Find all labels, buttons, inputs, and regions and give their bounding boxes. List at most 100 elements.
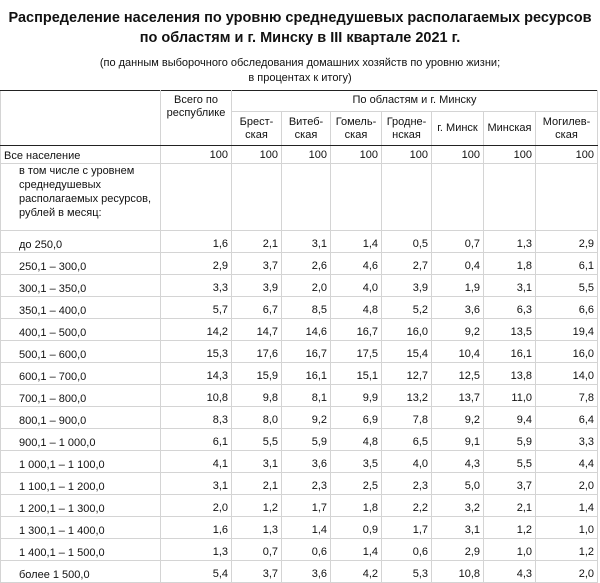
cell-value: 15,9 bbox=[231, 362, 282, 385]
empty-cell bbox=[281, 163, 331, 231]
empty-cell bbox=[431, 163, 484, 231]
cell-value: 3,5 bbox=[330, 450, 382, 473]
cell-value: 4,2 bbox=[330, 560, 382, 583]
row-label: 300,1 – 350,0 bbox=[0, 274, 161, 297]
cell-value: 5,0 bbox=[431, 472, 484, 495]
cell-value: 17,5 bbox=[330, 340, 382, 363]
table-row: 1 200,1 – 1 300,0 2,0 1,2 1,7 1,8 2,2 3,2 2,1 1,… bbox=[0, 494, 598, 517]
cell-value: 2,3 bbox=[281, 472, 331, 495]
cell-value: 16,1 bbox=[281, 362, 331, 385]
subtitle-line: в процентах к итогу) bbox=[248, 72, 352, 84]
cell-value: 0,6 bbox=[381, 538, 432, 561]
cell-value: 2,1 bbox=[231, 230, 282, 253]
cell-value: 2,6 bbox=[281, 252, 331, 275]
header-region-label: Витеб-ская bbox=[288, 115, 324, 141]
cell-value: 5,7 bbox=[160, 296, 232, 319]
row-label: Все население bbox=[0, 145, 161, 164]
cell-value: 14,0 bbox=[535, 362, 598, 385]
cell-value: 6,7 bbox=[231, 296, 282, 319]
cell-value: 15,3 bbox=[160, 340, 232, 363]
table-row: 500,1 – 600,0 15,3 17,6 16,7 17,5 15,4 10,4 16,… bbox=[0, 340, 598, 363]
cell-value: 10,8 bbox=[431, 560, 484, 583]
subtitle: (по данным выборочного обследования дома… bbox=[0, 56, 600, 86]
cell-value: 8,5 bbox=[281, 296, 331, 319]
cell-value: 5,5 bbox=[483, 450, 536, 473]
header-region-label: Брест-ская bbox=[239, 115, 274, 141]
cell-value: 16,7 bbox=[281, 340, 331, 363]
table-row: 250,1 – 300,0 2,9 3,7 2,6 4,6 2,7 0,4 1,8 6,1 bbox=[0, 252, 598, 275]
cell-value: 10,8 bbox=[160, 384, 232, 407]
cell-value: 2,5 bbox=[330, 472, 382, 495]
empty-cell bbox=[535, 163, 598, 231]
cell-value: 0,7 bbox=[431, 230, 484, 253]
cell-value: 9,1 bbox=[431, 428, 484, 451]
cell-value: 3,1 bbox=[483, 274, 536, 297]
cell-value: 2,2 bbox=[381, 494, 432, 517]
cell-value: 14,2 bbox=[160, 318, 232, 341]
cell-value: 3,1 bbox=[231, 450, 282, 473]
empty-cell bbox=[160, 163, 232, 231]
cell-value: 100 bbox=[535, 145, 598, 164]
row-label: более 1 500,0 bbox=[0, 560, 161, 583]
cell-value: 2,9 bbox=[431, 538, 484, 561]
cell-value: 8,0 bbox=[231, 406, 282, 429]
cell-value: 3,9 bbox=[231, 274, 282, 297]
table-row: 600,1 – 700,0 14,3 15,9 16,1 15,1 12,7 12,5 13,… bbox=[0, 362, 598, 385]
row-label: 700,1 – 800,0 bbox=[0, 384, 161, 407]
table-row: 350,1 – 400,0 5,7 6,7 8,5 4,8 5,2 3,6 6,3 6,6 bbox=[0, 296, 598, 319]
cell-value: 1,3 bbox=[231, 516, 282, 539]
table-row: 1 300,1 – 1 400,0 1,6 1,3 1,4 0,9 1,7 3,1 1,2 1,… bbox=[0, 516, 598, 539]
cell-value: 1,2 bbox=[535, 538, 598, 561]
cell-value: 100 bbox=[431, 145, 484, 164]
cell-value: 10,4 bbox=[431, 340, 484, 363]
cell-value: 6,6 bbox=[535, 296, 598, 319]
row-label: 500,1 – 600,0 bbox=[0, 340, 161, 363]
cell-value: 7,8 bbox=[381, 406, 432, 429]
cell-value: 12,7 bbox=[381, 362, 432, 385]
cell-value: 3,6 bbox=[281, 560, 331, 583]
row-label: 1 300,1 – 1 400,0 bbox=[0, 516, 161, 539]
cell-value: 2,3 bbox=[381, 472, 432, 495]
cell-value: 3,2 bbox=[431, 494, 484, 517]
cell-value: 1,4 bbox=[330, 538, 382, 561]
cell-value: 8,1 bbox=[281, 384, 331, 407]
cell-value: 1,2 bbox=[483, 516, 536, 539]
header-region: Витеб-ская bbox=[281, 111, 331, 146]
cell-value: 0,4 bbox=[431, 252, 484, 275]
cell-value: 4,0 bbox=[381, 450, 432, 473]
cell-value: 13,7 bbox=[431, 384, 484, 407]
cell-value: 5,5 bbox=[535, 274, 598, 297]
cell-value: 1,0 bbox=[483, 538, 536, 561]
cell-value: 100 bbox=[381, 145, 432, 164]
cell-value: 2,0 bbox=[535, 560, 598, 583]
subtitle-line: (по данным выборочного обследования дома… bbox=[99, 57, 501, 69]
cell-value: 13,5 bbox=[483, 318, 536, 341]
empty-cell bbox=[483, 163, 536, 231]
cell-value: 5,9 bbox=[281, 428, 331, 451]
header-region-label: Могилев-ская bbox=[542, 115, 591, 141]
cell-value: 15,1 bbox=[330, 362, 382, 385]
row-label: 250,1 – 300,0 bbox=[0, 252, 161, 275]
cell-value: 1,4 bbox=[330, 230, 382, 253]
header-region: Могилев-ская bbox=[535, 111, 598, 146]
cell-value: 6,9 bbox=[330, 406, 382, 429]
cell-value: 5,3 bbox=[381, 560, 432, 583]
title-line: по областям и г. Минску в III квартале 2… bbox=[139, 30, 461, 46]
cell-value: 14,3 bbox=[160, 362, 232, 385]
table-row: 300,1 – 350,0 3,3 3,9 2,0 4,0 3,9 1,9 3,1 5,5 bbox=[0, 274, 598, 297]
data-table: Всего по республике По областям и г. Мин… bbox=[0, 90, 598, 583]
cell-value: 1,9 bbox=[431, 274, 484, 297]
cell-value: 1,3 bbox=[160, 538, 232, 561]
cell-value: 100 bbox=[160, 145, 232, 164]
row-label: 1 400,1 – 1 500,0 bbox=[0, 538, 161, 561]
cell-value: 3,7 bbox=[231, 252, 282, 275]
cell-value: 3,3 bbox=[535, 428, 598, 451]
cell-value: 1,0 bbox=[535, 516, 598, 539]
cell-value: 2,9 bbox=[535, 230, 598, 253]
cell-value: 1,4 bbox=[535, 494, 598, 517]
cell-value: 2,1 bbox=[231, 472, 282, 495]
header-region-label: Гродне-нская bbox=[386, 115, 427, 141]
cell-value: 100 bbox=[231, 145, 282, 164]
cell-value: 6,1 bbox=[160, 428, 232, 451]
cell-value: 2,9 bbox=[160, 252, 232, 275]
